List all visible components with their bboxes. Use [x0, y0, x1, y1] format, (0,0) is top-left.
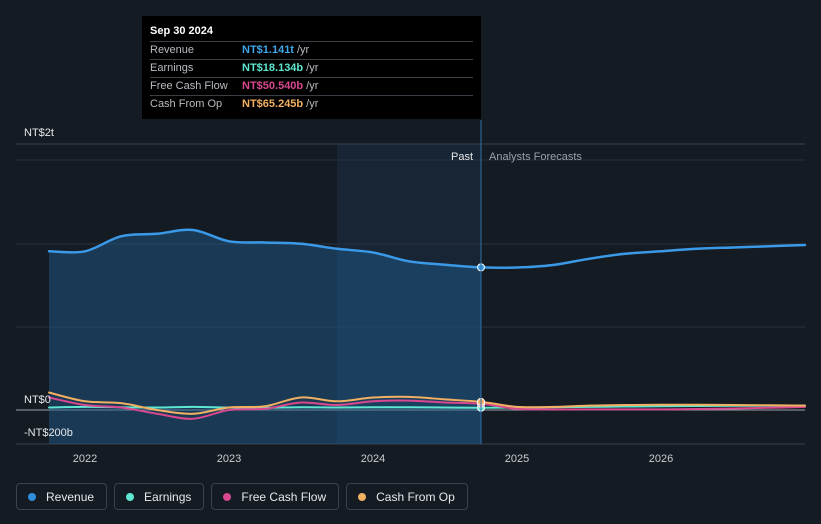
y-label-bottom: -NT$200b [24, 427, 73, 439]
legend-item-cash-from-op[interactable]: Cash From Op [346, 483, 468, 510]
legend-label: Free Cash Flow [241, 489, 327, 504]
forecast-label: Analysts Forecasts [489, 151, 582, 163]
tooltip-row-free-cash-flow: Free Cash Flow NT$50.540b /yr [150, 77, 473, 95]
tooltip-date: Sep 30 2024 [150, 25, 213, 37]
series-layer [47, 228, 807, 444]
legend-item-revenue[interactable]: Revenue [16, 483, 108, 510]
x-tick-2025: 2025 [505, 453, 529, 465]
x-tick-2023: 2023 [217, 453, 241, 465]
legend-item-free-cash-flow[interactable]: Free Cash Flow [211, 483, 340, 510]
tooltip-row-earnings: Earnings NT$18.134b /yr [150, 59, 473, 77]
legend-dot-icon [358, 492, 367, 501]
legend-dot-icon [28, 492, 36, 501]
series-line-revenue [47, 228, 807, 269]
legend: Revenue Earnings Free Cash Flow Cash Fro… [16, 483, 468, 510]
x-tick-2026: 2026 [649, 453, 673, 465]
tooltip-unit: /yr [306, 98, 319, 110]
tooltip-label: Revenue [150, 44, 195, 56]
tooltip-label: Cash From Op [150, 98, 223, 110]
legend-dot-icon [126, 492, 135, 501]
forecast-region [337, 144, 481, 444]
legend-label: Earnings [144, 489, 192, 504]
tooltip-row-revenue: Revenue NT$1.141t /yr [150, 41, 473, 59]
tooltip-label: Earnings [150, 62, 194, 74]
tooltip-value: NT$65.245b [242, 98, 304, 110]
y-label-zero: NT$0 [24, 394, 51, 406]
tooltip-value: NT$1.141t [242, 44, 294, 56]
series-line-free-cash-flow [48, 396, 806, 420]
series-line-earnings [48, 404, 806, 409]
tooltip-unit: /yr [296, 44, 310, 56]
tooltip-unit: /yr [306, 62, 319, 74]
legend-label: Cash From Op [376, 489, 455, 504]
legend-label: Revenue [46, 489, 95, 504]
tooltip: Sep 30 2024 Revenue NT$1.141t /yr Earnin… [142, 16, 481, 119]
tooltip-unit: /yr [306, 80, 319, 92]
tooltip-value: NT$50.540b [242, 80, 304, 92]
y-label-top: NT$2t [24, 127, 54, 139]
tooltip-label: Free Cash Flow [150, 80, 228, 92]
series-line-cash-from-op [48, 391, 806, 415]
revenue-area [49, 229, 481, 444]
legend-dot-icon [223, 492, 232, 501]
tooltip-value: NT$18.134b [242, 62, 304, 74]
x-tick-2024: 2024 [361, 453, 385, 465]
legend-item-earnings[interactable]: Earnings [114, 483, 205, 510]
tooltip-row-cash-from-op: Cash From Op NT$65.245b /yr [150, 95, 473, 113]
past-label: Past [451, 151, 473, 163]
x-tick-2022: 2022 [73, 453, 97, 465]
